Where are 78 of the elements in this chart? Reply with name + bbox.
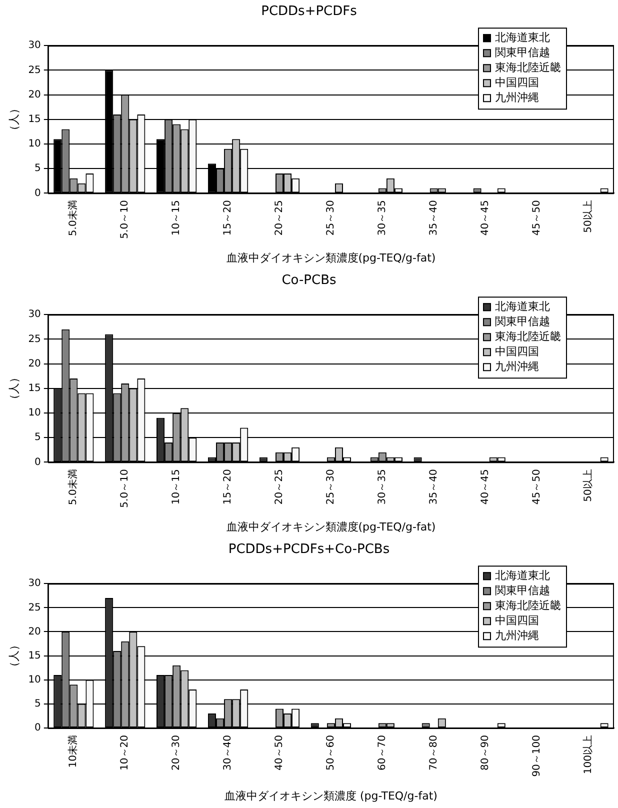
y-tick-label: 25 (28, 64, 41, 76)
x-tick-label: 10～15 (171, 200, 182, 236)
x-axis-title: 血液中ダイオキシン類濃度(pg-TEQ/g-fat) (226, 520, 436, 534)
y-tick-label: 30 (28, 309, 41, 320)
x-tick-label: 100以上 (582, 734, 594, 774)
y-axis-title: （人） (7, 102, 20, 136)
legend-label: 九州沖縄 (495, 360, 539, 373)
y-tick-label: 15 (28, 382, 41, 394)
x-axis-title: 血液中ダイオキシン類濃度(pg-TEQ/g-fat) (226, 251, 436, 264)
x-tick-label: 60～70 (377, 734, 388, 770)
legend-label: 北海道東北 (495, 30, 550, 44)
y-tick-label: 20 (28, 89, 41, 100)
x-tick-label: 5.0～10 (120, 469, 131, 508)
legend-label: 九州沖縄 (495, 628, 539, 642)
x-tick-label: 40～45 (480, 200, 491, 236)
x-tick-label: 50～60 (326, 734, 337, 770)
legend-label: 北海道東北 (495, 568, 550, 582)
x-tick-label: 5.0～10 (120, 200, 131, 239)
x-tick-label: 40～50 (274, 734, 286, 770)
x-tick-label: 20～30 (171, 734, 182, 770)
legend-label: 関東甲信越 (495, 46, 550, 59)
x-tick-label: 5.0未満 (67, 200, 80, 236)
x-tick-label: 90～100 (531, 734, 542, 777)
legend-label: 関東甲信越 (495, 584, 550, 597)
y-tick-label: 5 (34, 163, 41, 174)
y-tick-label: 30 (28, 578, 41, 590)
x-tick-label: 5.0未満 (67, 469, 80, 506)
x-tick-label: 35～40 (428, 469, 440, 505)
y-tick-label: 0 (34, 722, 41, 734)
x-tick-label: 25～30 (326, 469, 337, 505)
x-tick-label: 20～25 (274, 469, 286, 505)
y-tick-label: 5 (34, 698, 41, 710)
x-tick-label: 45～50 (531, 469, 542, 505)
x-tick-label: 15～20 (222, 469, 234, 505)
y-tick-label: 10 (28, 138, 41, 150)
y-tick-label: 5 (34, 432, 41, 444)
x-tick-label: 30～35 (377, 200, 388, 236)
chart-title: PCDDs+PCDFs (261, 4, 358, 20)
x-tick-label: 40～45 (480, 469, 491, 505)
x-axis-title: 血液中ダイオキシン類濃度 (pg-TEQ/g-fat) (224, 789, 438, 802)
chart-title: PCDDs+PCDFs+Co-PCBs (228, 542, 390, 558)
chart-title: Co-PCBs (282, 273, 337, 288)
y-tick-label: 20 (28, 626, 41, 638)
legend-label: 東海北陸近畿 (495, 330, 561, 343)
y-tick-label: 0 (34, 188, 41, 199)
legend-label: 東海北陸近畿 (495, 598, 561, 612)
y-tick-label: 0 (34, 456, 41, 468)
x-tick-label: 50以上 (582, 200, 594, 233)
y-tick-label: 10 (28, 674, 41, 686)
x-tick-label: 25～30 (326, 200, 337, 236)
legend-label: 北海道東北 (495, 300, 550, 313)
legend-label: 中国四国 (495, 344, 539, 358)
x-tick-label: 10～20 (120, 734, 131, 770)
x-tick-label: 10～15 (171, 469, 182, 505)
x-tick-label: 70～80 (428, 734, 440, 770)
x-tick-label: 30～40 (222, 734, 234, 770)
y-tick-label: 20 (28, 358, 41, 370)
y-axis-title: （人） (7, 639, 20, 672)
y-tick-label: 10 (28, 408, 41, 419)
legend-label: 九州沖縄 (495, 90, 539, 104)
x-tick-label: 20～25 (274, 200, 286, 236)
x-tick-label: 50以上 (582, 469, 594, 502)
legend-label: 東海北陸近畿 (495, 60, 561, 74)
y-tick-label: 25 (28, 602, 41, 614)
y-tick-label: 30 (28, 40, 41, 52)
x-tick-label: 35～40 (428, 200, 440, 236)
x-tick-label: 45～50 (531, 200, 542, 236)
legend-label: 中国四国 (495, 614, 539, 627)
y-axis-title: （人） (7, 372, 20, 405)
legend-label: 中国四国 (495, 76, 539, 89)
legend-label: 関東甲信越 (495, 314, 550, 328)
x-tick-label: 30～35 (377, 469, 388, 505)
y-tick-label: 15 (28, 650, 41, 662)
x-tick-label: 15～20 (222, 200, 234, 236)
x-tick-label: 10未満 (67, 734, 80, 768)
x-tick-label: 80～90 (480, 734, 491, 770)
y-tick-label: 15 (28, 114, 41, 125)
y-tick-label: 25 (28, 334, 41, 345)
